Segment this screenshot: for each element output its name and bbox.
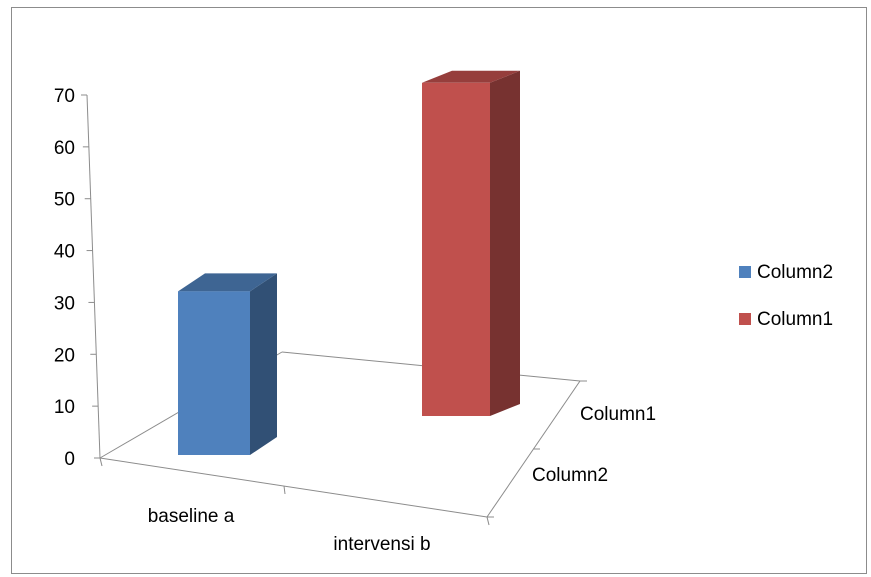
y-tick-label: 10 [54,397,75,418]
y-tick-label: 20 [54,345,75,366]
y-axis-line [86,94,101,459]
legend-swatch [739,266,751,278]
x-tick [486,516,490,526]
bar-side [490,70,520,417]
bar-top [422,70,520,83]
y-tick-label: 50 [54,190,75,211]
depth-tick-label: Column2 [532,465,608,486]
floor-front-edge [99,457,488,518]
bar-top [178,273,277,292]
depth-axis-labels: Column1 Column2 [532,404,656,486]
legend-label: Column2 [757,262,833,283]
x-tick-label: baseline a [148,506,235,527]
y-tick-label: 70 [54,86,75,107]
bar [178,291,250,455]
depth-tick-label: Column1 [580,404,656,425]
y-tick-label: 30 [54,293,75,314]
legend-swatch [739,313,751,325]
x-tick-label: intervensi b [333,534,430,555]
y-axis-ticks: 0 10 20 30 40 50 60 70 [54,86,100,470]
legend: Column2 Column1 [739,262,833,330]
bar [422,82,490,417]
y-tick-label: 40 [54,242,75,263]
x-tick [283,485,286,495]
x-axis-labels: baseline a intervensi b [148,506,431,555]
bars [178,70,520,455]
y-tick-label: 60 [54,138,75,159]
axes [86,94,587,526]
bar-side [250,273,277,455]
y-tick-label: 0 [64,449,75,470]
x-tick [99,457,103,467]
legend-label: Column1 [757,309,833,330]
